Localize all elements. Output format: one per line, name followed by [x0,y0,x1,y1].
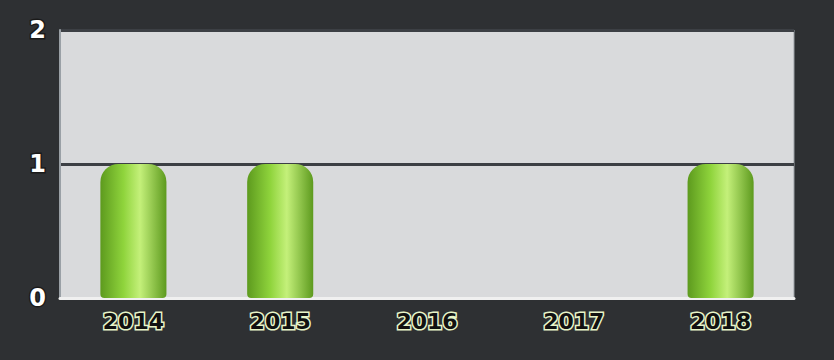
svg-text:2: 2 [29,16,46,44]
svg-text:0: 0 [29,284,46,312]
svg-text:2017: 2017 [543,309,604,334]
svg-text:2018: 2018 [690,309,751,334]
svg-text:2016: 2016 [396,309,457,334]
svg-text:1: 1 [29,150,46,178]
svg-text:2015: 2015 [250,309,311,334]
svg-text:2014: 2014 [103,309,164,334]
